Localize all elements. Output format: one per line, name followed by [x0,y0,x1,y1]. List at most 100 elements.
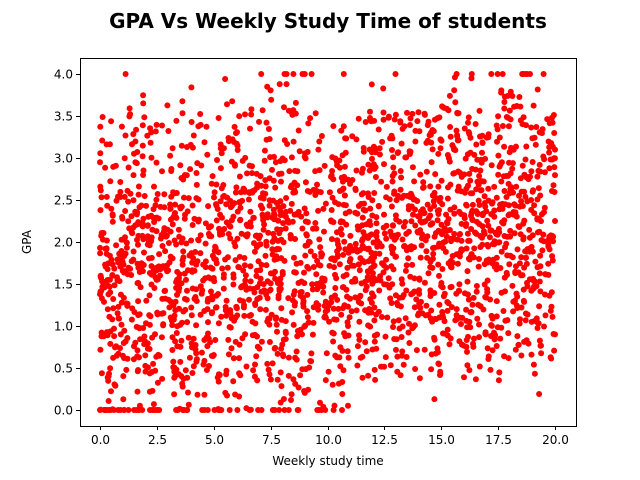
data-point [480,306,487,313]
x-tick-label: 10.0 [315,433,342,447]
data-point [427,183,434,190]
data-point [475,181,482,188]
data-point [184,144,190,150]
data-point [265,229,272,236]
data-point [137,284,144,291]
data-point [517,117,524,124]
data-point [102,164,109,171]
data-point [528,124,535,131]
data-point [231,123,238,130]
data-point [552,172,558,179]
data-point [412,206,418,213]
data-point [520,71,527,77]
data-point [501,353,508,360]
data-point [135,183,142,190]
data-point [445,155,452,162]
data-point [465,237,472,244]
data-point [481,193,488,200]
data-point [179,261,186,268]
data-point [365,322,372,329]
data-point [292,99,299,106]
data-point [546,120,553,127]
data-point [484,217,491,224]
data-point [385,113,392,120]
data-point [133,211,140,218]
data-point [173,214,180,221]
data-point [468,71,475,77]
data-point [408,291,415,298]
data-point [264,360,271,367]
data-point [259,107,266,114]
data-point [256,345,263,352]
data-point [285,372,292,379]
data-point [454,133,461,140]
data-point [109,218,116,225]
y-tick-label: 0.5 [54,362,73,376]
data-point [516,94,523,100]
data-point [195,123,202,130]
data-point [281,407,288,413]
data-point [549,232,556,239]
data-point [253,267,260,274]
data-point [269,166,275,173]
data-point [209,309,216,316]
data-point [338,127,345,134]
data-point [153,121,160,128]
data-point [475,301,482,308]
data-point [105,260,112,267]
data-point [493,313,500,320]
data-point [333,316,340,323]
data-point [139,268,146,274]
data-point [225,351,232,358]
data-point [329,194,336,201]
data-point [124,335,131,341]
data-point [457,314,464,321]
data-point [338,226,344,232]
data-point [364,268,371,275]
data-point [156,251,163,258]
data-point [417,304,424,311]
data-point [97,183,104,190]
y-axis-ticks: 0.0 0.5 1.0 1.5 2.0 2.5 3.0 3.5 4.0 [54,68,80,418]
data-point [496,134,503,141]
data-point [211,194,217,201]
data-point [283,195,290,201]
data-point [402,154,409,161]
data-point [541,156,548,163]
data-point [489,241,496,248]
data-point [524,279,530,286]
data-point [473,283,480,289]
data-point [202,220,209,227]
data-point [171,364,178,371]
data-point [136,354,142,361]
data-point [509,165,516,172]
data-point [266,339,273,345]
data-point [510,308,517,315]
data-point [258,407,265,413]
data-point [542,271,549,278]
data-point [188,237,195,244]
data-point [256,294,263,301]
data-point [104,306,111,313]
data-point [241,255,248,261]
data-point [456,281,463,288]
data-point [269,407,276,413]
data-point [167,216,174,223]
data-point [392,111,399,118]
data-point [524,311,531,318]
data-point [464,362,471,369]
y-tick-label: 1.0 [54,320,73,334]
data-point [494,138,500,145]
data-point [329,329,336,336]
data-point [173,330,180,336]
data-point [411,304,418,311]
data-point [491,207,498,214]
data-point [533,124,540,130]
data-point [321,162,328,169]
data-point [141,114,148,121]
data-point [370,143,377,150]
data-point [179,383,186,390]
data-point [305,386,312,393]
data-point [253,232,260,239]
data-point [326,262,333,269]
